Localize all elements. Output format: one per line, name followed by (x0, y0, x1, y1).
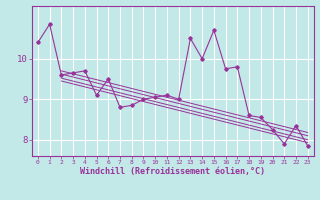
X-axis label: Windchill (Refroidissement éolien,°C): Windchill (Refroidissement éolien,°C) (80, 167, 265, 176)
